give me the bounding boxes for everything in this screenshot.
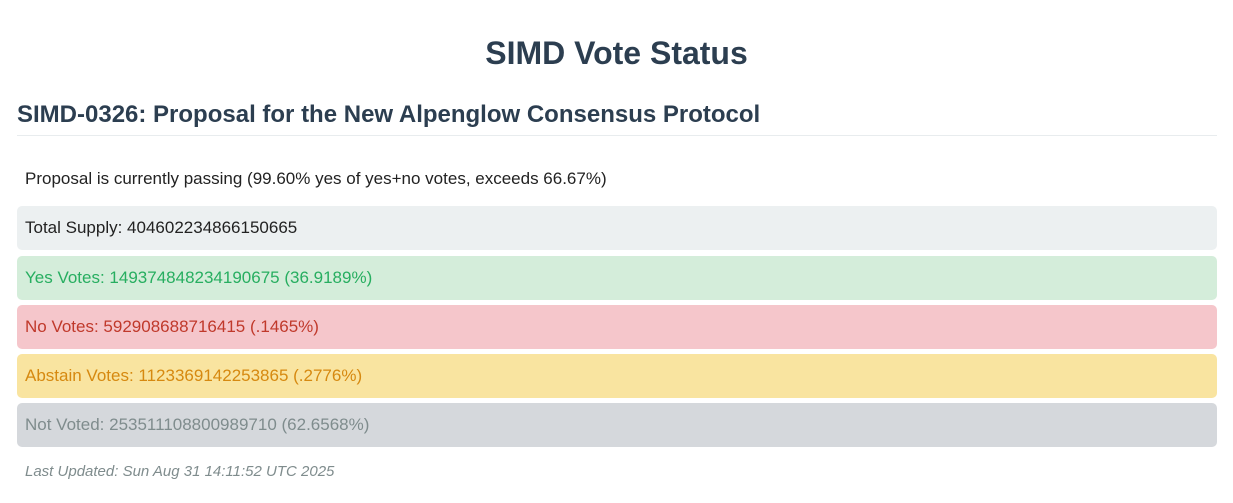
not-voted-box: Not Voted: 253511108800989710 (62.6568%): [17, 403, 1217, 447]
no-votes-box: No Votes: 592908688716415 (.1465%): [17, 305, 1217, 349]
yes-votes-box: Yes Votes: 149374848234190675 (36.9189%): [17, 256, 1217, 300]
abstain-votes-box: Abstain Votes: 1123369142253865 (.2776%): [17, 354, 1217, 398]
not-voted-text: Not Voted: 253511108800989710 (62.6568%): [25, 415, 370, 434]
total-supply-text: Total Supply: 404602234866150665: [25, 218, 298, 237]
proposal-heading: SIMD-0326: Proposal for the New Alpenglo…: [17, 99, 1217, 136]
yes-votes-text: Yes Votes: 149374848234190675 (36.9189%): [25, 268, 373, 287]
no-votes-text: No Votes: 592908688716415 (.1465%): [25, 317, 319, 336]
last-updated-text: Last Updated: Sun Aug 31 14:11:52 UTC 20…: [25, 463, 335, 480]
proposal-status-text: Proposal is currently passing (99.60% ye…: [25, 169, 607, 188]
total-supply-box: Total Supply: 404602234866150665: [17, 206, 1217, 250]
abstain-votes-text: Abstain Votes: 1123369142253865 (.2776%): [25, 366, 363, 385]
page-title: SIMD Vote Status: [485, 35, 748, 71]
